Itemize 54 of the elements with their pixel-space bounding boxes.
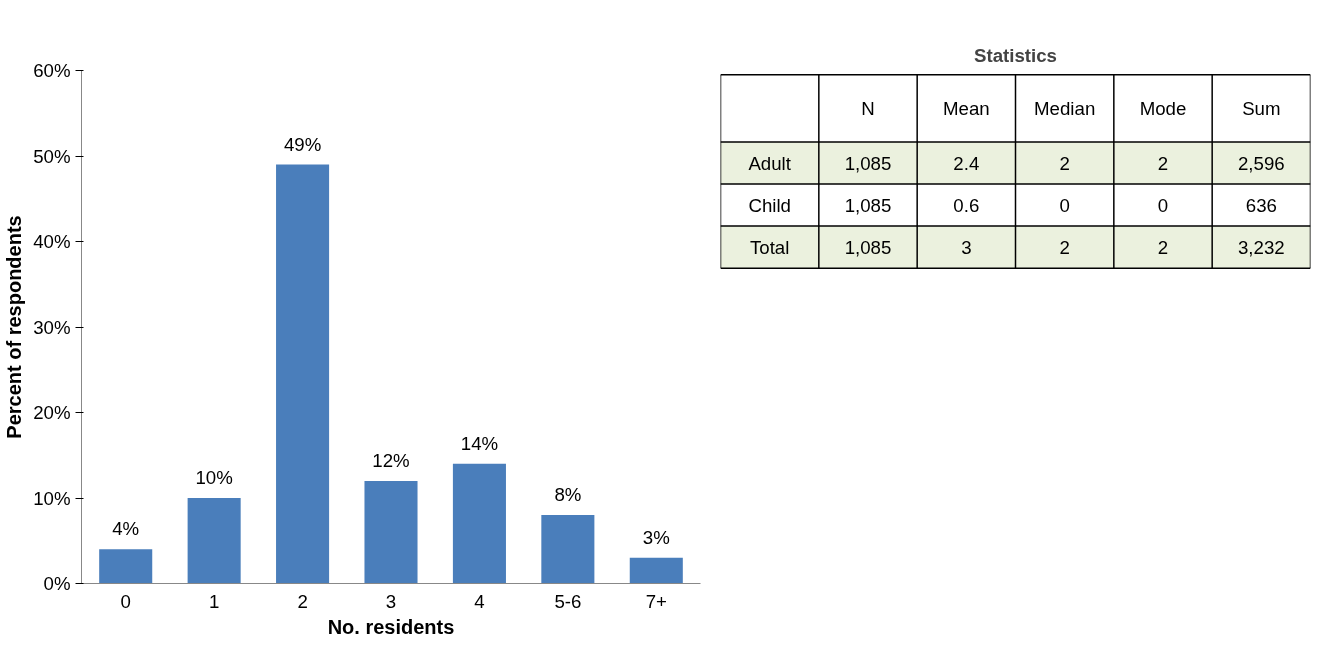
text: 2,596 [1237,152,1285,174]
data-label: 4% [112,518,140,540]
y-tick-label: 30% [33,316,71,338]
x-tick-label: 5-6 [554,590,582,612]
x-tick-label: 0 [120,590,131,612]
data-label: 12% [372,449,410,471]
x-tick-label: 1 [208,590,220,612]
text: 2 [1157,236,1169,258]
bar [452,463,506,584]
bar [629,557,683,584]
text: 1,085 [844,194,892,216]
data-label: 8% [554,484,582,506]
text: 1,085 [844,152,892,174]
y-tick-label: 50% [33,145,71,167]
bar [99,549,153,584]
x-tick-label: 7+ [645,590,667,612]
y-tick-label: 40% [33,231,71,252]
text: 636 [1245,194,1277,216]
text: 3,232 [1237,236,1285,258]
x-tick-label: 4 [474,590,485,612]
category-label: Mean [943,97,990,119]
data-label: 49% [283,133,322,155]
category-label: Mode [1139,97,1187,119]
y-tick-label: 20% [33,402,71,423]
data-label: 3% [642,526,670,548]
text: 3 [961,236,972,258]
category-label: Adult [748,152,791,174]
text: 1,085 [844,236,892,258]
x-tick-label: 2 [297,590,308,612]
y-tick-label: 60% [33,60,71,81]
data-label: 14% [460,432,499,454]
category-label: N [861,97,875,119]
y-tick-label: 0% [43,573,71,594]
text: 2.4 [953,152,980,174]
bar [187,498,241,584]
text: 2 [1059,152,1070,174]
category-label: Total [749,236,790,258]
x-axis-title: No. residents [327,615,455,638]
text: 2 [1157,152,1169,174]
category-label: Child [748,194,791,216]
data-label: 10% [195,467,233,488]
bar [276,164,330,584]
bar [364,480,418,584]
bar [541,515,595,584]
y-tick-label: 10% [33,487,71,509]
text: Statistics [974,44,1057,66]
text: 0 [1157,194,1169,216]
category-label: Median [1034,97,1096,119]
y-axis-title: Percent of respondents [3,215,26,439]
text: 2 [1059,236,1070,258]
category-label: Sum [1242,97,1281,119]
text: 0 [1059,194,1070,216]
x-tick-label: 3 [385,590,397,612]
text: 0.6 [953,194,980,216]
